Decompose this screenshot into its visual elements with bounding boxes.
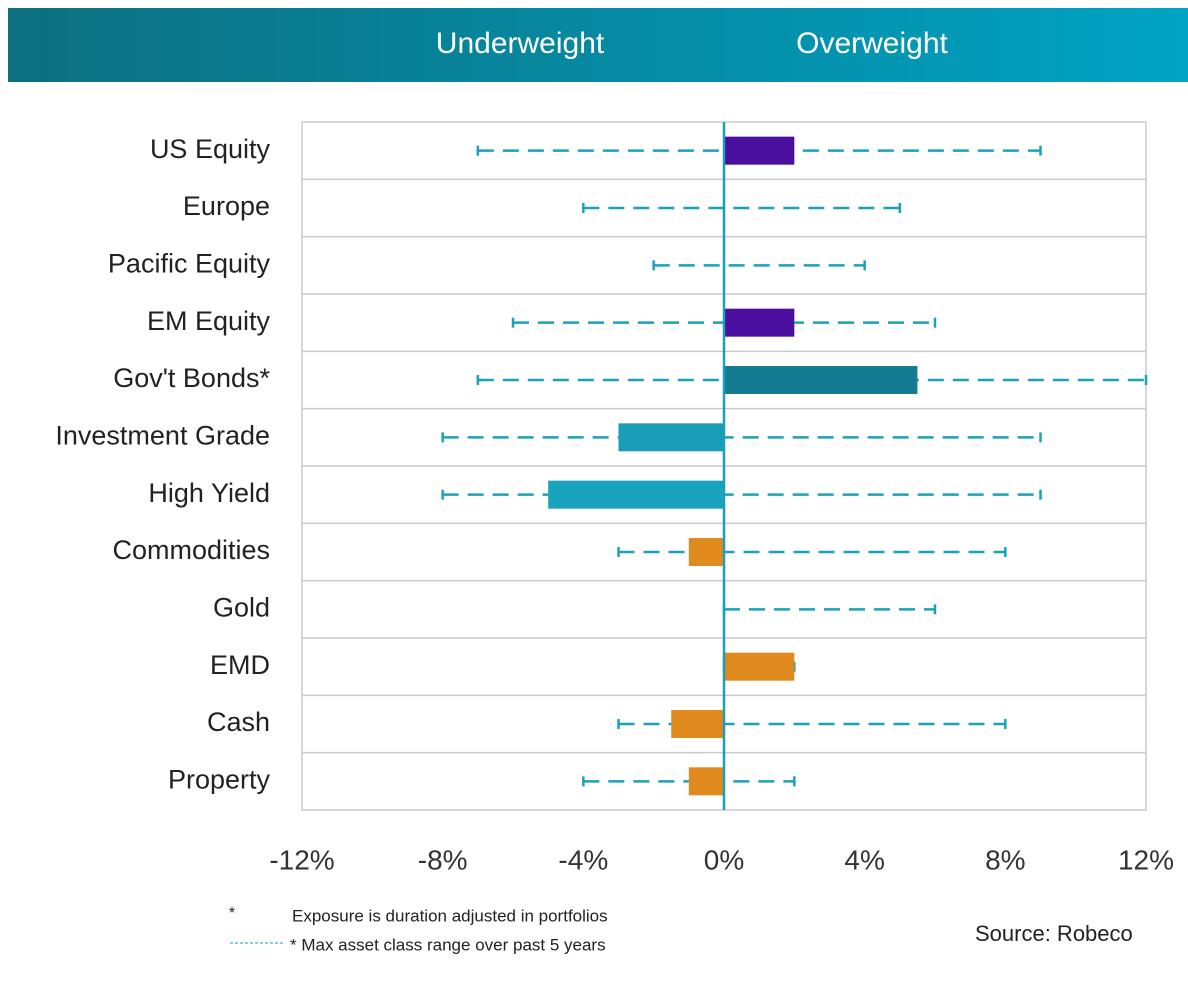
category-label: High Yield (148, 478, 270, 508)
x-tick-label: 0% (704, 844, 744, 875)
bar (671, 710, 724, 738)
header-label: Overweight (796, 27, 948, 60)
footnote: * (229, 905, 235, 922)
bar (688, 538, 724, 566)
category-label: Investment Grade (55, 420, 270, 450)
category-label: Europe (183, 191, 270, 221)
category-label: Property (168, 764, 271, 794)
bar (724, 652, 795, 681)
bar (688, 767, 724, 796)
category-label: EMD (210, 650, 270, 680)
bar (724, 366, 918, 394)
x-tick-label: -4% (558, 844, 608, 875)
x-tick-label: 12% (1118, 844, 1174, 875)
bar (618, 423, 724, 452)
bar (724, 136, 795, 165)
bar (548, 480, 724, 509)
x-tick-label: -8% (418, 844, 468, 875)
x-tick-label: 4% (844, 844, 884, 875)
footnote: * Max asset class range over past 5 year… (290, 935, 606, 954)
header-label: Underweight (436, 27, 605, 60)
header-band (8, 8, 1188, 82)
category-label: US Equity (150, 134, 271, 164)
category-label: Pacific Equity (108, 248, 271, 278)
category-label: Cash (207, 707, 270, 737)
source: Source: Robeco (975, 921, 1133, 946)
bar (724, 308, 795, 337)
x-tick-label: -12% (269, 844, 334, 875)
category-label: Gold (213, 592, 270, 622)
category-label: Gov't Bonds* (113, 363, 270, 393)
category-label: Commodities (112, 535, 270, 565)
x-tick-label: 8% (985, 844, 1025, 875)
footnote: Exposure is duration adjusted in portfol… (292, 906, 608, 925)
category-label: EM Equity (147, 306, 271, 336)
